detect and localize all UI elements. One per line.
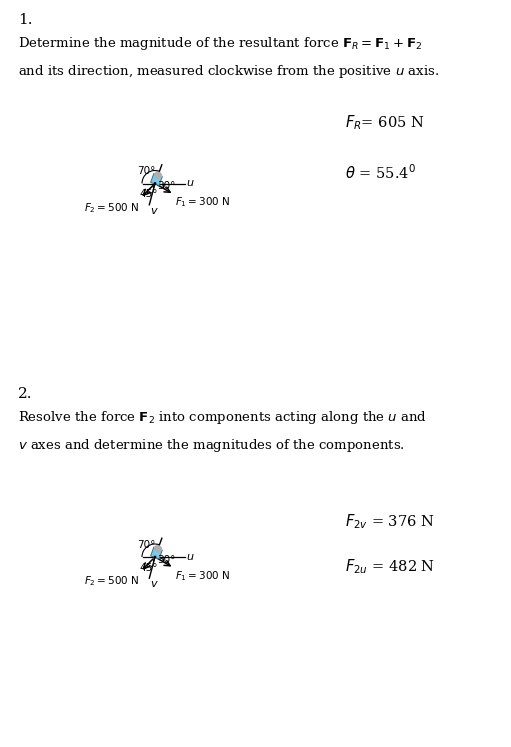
Text: 30°: 30° [157,182,175,191]
Text: $F_2 = 500$ N: $F_2 = 500$ N [84,574,139,588]
Text: $v$ axes and determine the magnitudes of the components.: $v$ axes and determine the magnitudes of… [18,437,405,454]
Text: 30°: 30° [157,555,175,565]
Text: $F_{2u}$ = 482 N: $F_{2u}$ = 482 N [345,557,435,576]
Text: Determine the magnitude of the resultant force $\mathbf{F}_{R} = \mathbf{F}_1 + : Determine the magnitude of the resultant… [18,36,422,52]
Polygon shape [151,173,162,185]
Text: $u$: $u$ [187,552,195,562]
Text: $v$: $v$ [150,579,159,589]
Text: $u$: $u$ [187,179,195,188]
Circle shape [154,183,156,185]
Text: 45°: 45° [140,562,158,573]
Ellipse shape [155,173,161,178]
Text: $F_R$= 605 N: $F_R$= 605 N [345,114,425,132]
Polygon shape [151,547,162,559]
Text: 70°: 70° [137,540,155,550]
Circle shape [154,557,156,558]
Ellipse shape [155,546,161,551]
Text: and its direction, measured clockwise from the positive $u$ axis.: and its direction, measured clockwise fr… [18,63,439,81]
Text: $F_2 = 500$ N: $F_2 = 500$ N [84,201,139,214]
Text: Resolve the force $\mathbf{F}_2$ into components acting along the $u$ and: Resolve the force $\mathbf{F}_2$ into co… [18,409,427,426]
Text: $F_1 = 300$ N: $F_1 = 300$ N [175,196,230,209]
Text: 2.: 2. [18,387,33,401]
Text: 1.: 1. [18,13,33,28]
Text: $v$: $v$ [150,205,159,216]
Text: $F_{2v}$ = 376 N: $F_{2v}$ = 376 N [345,512,435,530]
Text: $\theta$ = 55.4$^0$: $\theta$ = 55.4$^0$ [345,164,416,182]
Text: $F_1 = 300$ N: $F_1 = 300$ N [175,569,230,583]
Text: 70°: 70° [137,167,155,176]
Text: 45°: 45° [140,189,158,199]
